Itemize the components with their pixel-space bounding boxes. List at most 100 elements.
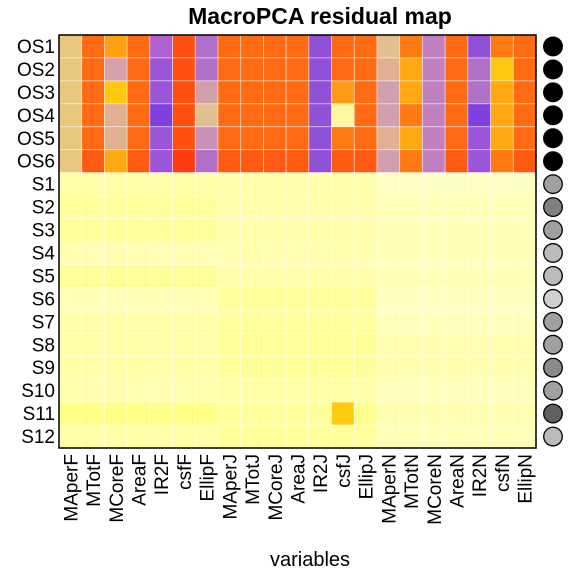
heatmap-cell-OS6-MCoreF — [104, 149, 128, 174]
heatmap-cell-S11-MTotJ — [240, 401, 264, 426]
row-marker-S1 — [543, 174, 563, 195]
x-axis-label: variables — [270, 549, 350, 571]
heatmap-cell-S4-IR2F — [149, 241, 173, 265]
heatmap-cell-S12-EllipN — [512, 424, 537, 449]
heatmap-cell-S8-csfF — [172, 332, 196, 357]
heatmap-cell-OS6-csfN — [490, 149, 514, 174]
heatmap-cell-S3-MAperJ — [217, 218, 242, 242]
heatmap-cell-S1-MTotJ — [240, 172, 264, 197]
heatmap-cell-OS1-IR2J — [308, 34, 332, 59]
heatmap-cell-OS5-IR2J — [308, 126, 332, 151]
heatmap-cell-OS5-EllipN — [512, 126, 537, 151]
heatmap-cell-OS1-csfJ — [331, 34, 355, 59]
heatmap-cell-S10-IR2F — [149, 378, 173, 403]
heatmap-cell-S2-EllipN — [512, 195, 537, 219]
heatmap-cell-S7-AreaF — [126, 309, 151, 334]
heatmap-cell-S4-EllipF — [194, 241, 219, 265]
heatmap-cell-S12-MTotF — [81, 424, 105, 449]
heatmap-cell-S8-MTotF — [81, 332, 105, 357]
heatmap-cell-S11-MAperF — [58, 401, 83, 426]
column-label-csfF: csfF — [175, 454, 196, 490]
heatmap-cell-S4-IR2J — [308, 241, 332, 265]
heatmap-cell-S7-MTotF — [81, 309, 105, 334]
row-label-S1: S1 — [32, 175, 55, 196]
heatmap-frame — [58, 34, 537, 449]
heatmap-cell-S2-MCoreJ — [263, 195, 287, 219]
heatmap-cell-S11-IR2N — [467, 401, 491, 426]
heatmap-cell-S5-IR2J — [308, 264, 332, 288]
heatmap-cell-S7-csfJ — [331, 309, 355, 334]
heatmap-cell-OS4-IR2F — [149, 103, 173, 128]
heatmap-cell-OS3-MTotN — [399, 80, 423, 105]
heatmap-cell-OS1-csfN — [490, 34, 514, 59]
heatmap-cell-S2-csfJ — [331, 195, 355, 219]
heatmap-cell-S3-MAperN — [376, 218, 401, 242]
heatmap-cell-S3-csfN — [490, 218, 514, 242]
heatmap-cell-S10-MTotJ — [240, 378, 264, 403]
heatmap-cell-S2-AreaN — [444, 195, 469, 219]
heatmap-cell-OS4-EllipN — [512, 103, 537, 128]
heatmap-cell-S4-csfJ — [331, 241, 355, 265]
column-label-IR2J: IR2J — [311, 454, 332, 493]
heatmap-cell-S8-EllipF — [194, 332, 219, 357]
heatmap-cell-OS2-MAperF — [58, 57, 83, 82]
heatmap-cell-S10-MAperF — [58, 378, 83, 403]
heatmap-cell-OS6-MAperF — [58, 149, 83, 174]
heatmap-cell-S12-MCoreJ — [263, 424, 287, 449]
heatmap-cell-S10-AreaJ — [285, 378, 310, 403]
heatmap-cell-S8-csfJ — [331, 332, 355, 357]
row-label-OS1: OS1 — [17, 37, 55, 58]
heatmap-cell-S11-MTotN — [399, 401, 423, 426]
heatmap-cell-S2-EllipJ — [353, 195, 378, 219]
heatmap-cell-OS2-AreaJ — [285, 57, 310, 82]
heatmap-cell-OS6-csfJ — [331, 149, 355, 174]
heatmap-cell-OS5-csfJ — [331, 126, 355, 151]
heatmap-cell-S3-EllipJ — [353, 218, 378, 242]
heatmap-cell-S12-EllipF — [194, 424, 219, 449]
heatmap-cell-OS4-MCoreJ — [263, 103, 287, 128]
heatmap-cell-OS4-MCoreF — [104, 103, 128, 128]
heatmap-cell-S7-MCoreN — [422, 309, 446, 334]
heatmap-cell-OS1-MAperN — [376, 34, 401, 59]
heatmap-cell-S8-IR2F — [149, 332, 173, 357]
heatmap-cell-OS1-MCoreN — [422, 34, 446, 59]
heatmap-cell-OS3-IR2J — [308, 80, 332, 105]
heatmap-cell-S2-EllipF — [194, 195, 219, 219]
heatmap-cell-S1-MTotF — [81, 172, 105, 197]
heatmap-cell-OS1-MAperF — [58, 34, 83, 59]
heatmap-cell-S12-AreaJ — [285, 424, 310, 449]
heatmap-cell-OS3-AreaF — [126, 80, 151, 105]
heatmap-cell-S6-csfJ — [331, 286, 355, 311]
heatmap-cell-OS4-csfJ — [331, 103, 355, 128]
heatmap-cell-S9-AreaF — [126, 355, 151, 380]
heatmap-cell-S1-MAperN — [376, 172, 401, 197]
heatmap-cell-S11-AreaF — [126, 401, 151, 426]
heatmap-cell-OS1-csfF — [172, 34, 196, 59]
heatmap-cell-OS4-IR2J — [308, 103, 332, 128]
row-label-S4: S4 — [32, 243, 56, 264]
heatmap-cell-OS3-MTotJ — [240, 80, 264, 105]
heatmap-cell-S6-EllipJ — [353, 286, 378, 311]
heatmap-cell-S1-MAperJ — [217, 172, 242, 197]
heatmap-cell-OS6-csfF — [172, 149, 196, 174]
heatmap-cell-S9-MTotJ — [240, 355, 264, 380]
heatmap-cell-S4-MAperF — [58, 241, 83, 265]
heatmap-cell-S9-MCoreJ — [263, 355, 287, 380]
heatmap-cell-OS4-AreaJ — [285, 103, 310, 128]
row-label-S10: S10 — [21, 381, 55, 402]
row-marker-OS6 — [543, 151, 563, 172]
heatmap-cell-S1-IR2N — [467, 172, 491, 197]
heatmap-cell-S3-IR2J — [308, 218, 332, 242]
row-marker-OS2 — [543, 59, 563, 80]
row-label-S2: S2 — [32, 198, 55, 219]
column-label-AreaJ: AreaJ — [289, 454, 310, 504]
heatmap-cell-OS3-csfJ — [331, 80, 355, 105]
heatmap-cell-S7-AreaN — [444, 309, 469, 334]
row-marker-OS4 — [543, 105, 563, 126]
heatmap-cell-S9-MCoreF — [104, 355, 128, 380]
row-label-S11: S11 — [23, 404, 55, 425]
heatmap-cell-S12-MTotN — [399, 424, 423, 449]
heatmap-cell-OS1-MTotN — [399, 34, 423, 59]
heatmap-cell-OS4-EllipJ — [353, 103, 378, 128]
heatmap-cell-OS2-csfN — [490, 57, 514, 82]
